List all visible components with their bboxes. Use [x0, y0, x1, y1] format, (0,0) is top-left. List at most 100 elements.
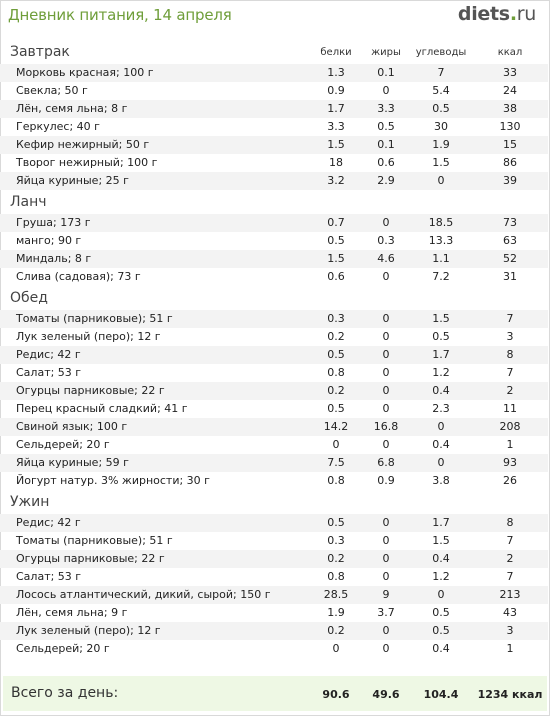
cell-kcal: 93 [503, 456, 517, 469]
cell-protein: 3.2 [327, 174, 345, 187]
logo-main: diets [457, 3, 510, 25]
cell-fat: 0.5 [377, 120, 395, 133]
cell-kcal: 208 [499, 420, 521, 433]
cell-protein: 0.3 [327, 312, 345, 325]
cell-carbs: 0 [437, 174, 445, 187]
cell-carbs: 7 [437, 66, 445, 79]
food-name[interactable]: Миндаль; 8 г [16, 252, 92, 265]
food-name[interactable]: Йогурт натур. 3% жирности; 30 г [16, 474, 210, 487]
meal-title: Ланч [10, 194, 47, 210]
cell-kcal: 2 [506, 384, 514, 397]
food-name[interactable]: Лосось атлантический, дикий, сырой; 150 … [16, 588, 271, 601]
column-header-protein: белки [320, 47, 352, 58]
cell-fat: 0 [382, 534, 390, 547]
food-name[interactable]: Груша; 173 г [16, 216, 91, 229]
food-name[interactable]: Огурцы парниковые; 22 г [16, 552, 165, 565]
cell-kcal: 3 [506, 624, 514, 637]
cell-carbs: 1.5 [432, 312, 450, 325]
cell-carbs: 18.5 [428, 216, 454, 229]
cell-kcal: 7 [506, 570, 514, 583]
food-name[interactable]: Лён, семя льна; 8 г [16, 102, 128, 115]
cell-carbs: 7.2 [432, 270, 450, 283]
food-name[interactable]: Лук зеленый (перо); 12 г [16, 624, 161, 637]
cell-protein: 0.3 [327, 534, 345, 547]
food-name[interactable]: Томаты (парниковые); 51 г [16, 312, 173, 325]
meal-table: Завтрак белки жиры углеводы ккал Морковь крас… [0, 40, 548, 658]
cell-kcal: 15 [503, 138, 517, 151]
cell-fat: 0.6 [377, 156, 395, 169]
food-name[interactable]: Лён, семя льна; 9 г [16, 606, 128, 619]
cell-protein: 14.2 [323, 420, 349, 433]
food-name[interactable]: Редис; 42 г [16, 516, 81, 529]
food-name[interactable]: Свиной язык; 100 г [16, 420, 128, 433]
cell-fat: 0 [382, 366, 390, 379]
cell-fat: 0 [382, 312, 390, 325]
cell-carbs: 0.4 [432, 642, 450, 655]
meal-section-header: Обед [0, 286, 548, 310]
food-name[interactable]: Перец красный сладкий; 41 г [16, 402, 188, 415]
cell-kcal: 7 [506, 312, 514, 325]
cell-fat: 0 [382, 84, 390, 97]
cell-fat: 0 [382, 402, 390, 415]
cell-fat: 0 [382, 438, 390, 451]
cell-kcal: 130 [499, 120, 521, 133]
cell-carbs: 1.9 [432, 138, 450, 151]
cell-fat: 2.9 [377, 174, 395, 187]
food-name[interactable]: Салат; 53 г [16, 366, 82, 379]
food-row: Томаты (парниковые); 51 г 0.3 0 1.5 7 [0, 310, 548, 328]
food-name[interactable]: Томаты (парниковые); 51 г [16, 534, 173, 547]
cell-kcal: 26 [503, 474, 517, 487]
cell-carbs: 13.3 [428, 234, 454, 247]
food-row: Творог нежирный; 100 г 18 0.6 1.5 86 [0, 154, 548, 172]
cell-protein: 0.6 [327, 270, 345, 283]
cell-protein: 0.5 [327, 402, 345, 415]
food-name[interactable]: Слива (садовая); 73 г [16, 270, 141, 283]
cell-carbs: 0.4 [432, 384, 450, 397]
cell-carbs: 1.7 [432, 348, 450, 361]
food-name[interactable]: Свекла; 50 г [16, 84, 88, 97]
cell-kcal: 63 [503, 234, 517, 247]
food-name[interactable]: Яйца куриные; 25 г [16, 174, 129, 187]
meal-section-header: Завтрак белки жиры углеводы ккал [0, 40, 548, 64]
food-name[interactable]: манго; 90 г [16, 234, 82, 247]
cell-fat: 0 [382, 216, 390, 229]
cell-protein: 7.5 [327, 456, 345, 469]
site-logo[interactable]: diets.ru [458, 3, 536, 25]
cell-carbs: 30 [434, 120, 448, 133]
header: Дневник питания, 14 апреля diets.ru [0, 0, 548, 36]
food-name[interactable]: Творог нежирный; 100 г [16, 156, 158, 169]
food-name[interactable]: Редис; 42 г [16, 348, 81, 361]
logo-tld: ru [516, 3, 537, 25]
meal-section-header: Ужин [0, 490, 548, 514]
food-name[interactable]: Яйца куриные; 59 г [16, 456, 129, 469]
cell-carbs: 0.5 [432, 606, 450, 619]
cell-protein: 1.5 [327, 252, 345, 265]
food-name[interactable]: Салат; 53 г [16, 570, 82, 583]
food-name[interactable]: Кефир нежирный; 50 г [16, 138, 150, 151]
food-row: Редис; 42 г 0.5 0 1.7 8 [0, 346, 548, 364]
total-label: Всего за день: [11, 685, 119, 701]
cell-protein: 0.8 [327, 570, 345, 583]
cell-protein: 0.7 [327, 216, 345, 229]
food-name[interactable]: Огурцы парниковые; 22 г [16, 384, 165, 397]
cell-kcal: 1 [506, 642, 514, 655]
food-row: Йогурт натур. 3% жирности; 30 г 0.8 0.9 3.8… [0, 472, 548, 490]
food-name[interactable]: Сельдерей; 20 г [16, 438, 110, 451]
food-row: Огурцы парниковые; 22 г 0.2 0 0.4 2 [0, 550, 548, 568]
cell-kcal: 3 [506, 330, 514, 343]
column-header-kcal: ккал [497, 47, 523, 58]
food-row: Миндаль; 8 г 1.5 4.6 1.1 52 [0, 250, 548, 268]
meal-title: Ужин [10, 494, 50, 510]
cell-kcal: 2 [506, 552, 514, 565]
cell-fat: 0 [382, 384, 390, 397]
food-name[interactable]: Морковь красная; 100 г [16, 66, 154, 79]
total-kcal: 1234 ккал [477, 688, 543, 701]
cell-protein: 28.5 [323, 588, 349, 601]
cell-protein: 0.5 [327, 516, 345, 529]
total-protein: 90.6 [322, 688, 350, 701]
food-row: Свекла; 50 г 0.9 0 5.4 24 [0, 82, 548, 100]
food-name[interactable]: Геркулес; 40 г [16, 120, 100, 133]
food-name[interactable]: Сельдерей; 20 г [16, 642, 110, 655]
food-name[interactable]: Лук зеленый (перо); 12 г [16, 330, 161, 343]
cell-fat: 6.8 [377, 456, 395, 469]
